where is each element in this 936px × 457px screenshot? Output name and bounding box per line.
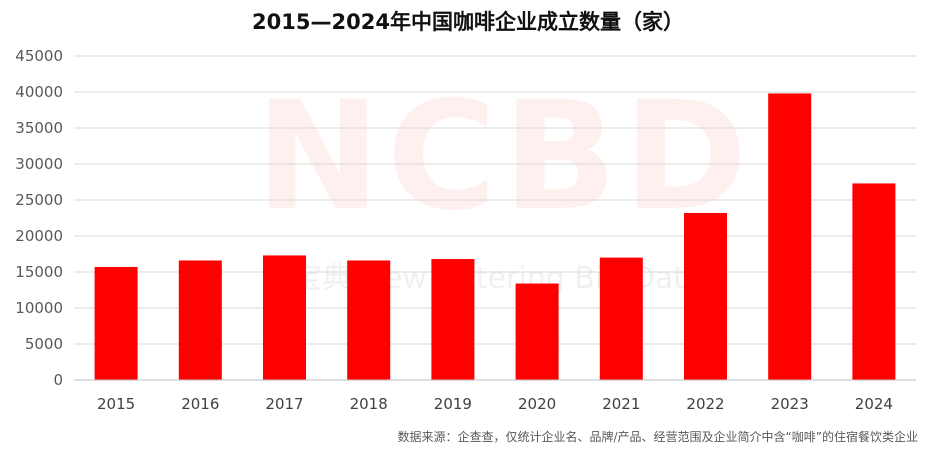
bar: [768, 93, 812, 380]
data-source-footnote: 数据来源：企查查，仅统计企业名、品牌/产品、经营范围及企业简介中含“咖啡”的住宿…: [397, 430, 918, 444]
y-tick-label: 45000: [15, 47, 63, 65]
x-tick-label: 2023: [771, 395, 809, 413]
x-tick-label: 2016: [181, 395, 219, 413]
y-tick-label: 35000: [15, 119, 63, 137]
bar: [515, 283, 559, 380]
y-tick-label: 25000: [15, 191, 63, 209]
x-tick-label: 2018: [350, 395, 388, 413]
bar: [347, 260, 391, 380]
x-tick-label: 2021: [602, 395, 640, 413]
bar: [599, 257, 643, 380]
y-tick-label: 40000: [15, 83, 63, 101]
x-tick-label: 2015: [97, 395, 135, 413]
bar: [178, 260, 222, 380]
x-tick-label: 2022: [686, 395, 724, 413]
bar: [852, 183, 896, 380]
bar: [684, 212, 727, 380]
y-tick-label: 15000: [15, 263, 63, 281]
y-tick-label: 0: [53, 371, 63, 389]
x-tick-label: 2020: [518, 395, 556, 413]
bar: [94, 266, 138, 380]
y-tick-label: 10000: [15, 299, 63, 317]
watermark-logo: NCBD: [255, 70, 754, 244]
bar: [263, 255, 306, 380]
y-tick-label: 5000: [25, 335, 63, 353]
chart-title: 2015—2024年中国咖啡企业成立数量（家）: [252, 10, 684, 34]
bar: [431, 259, 475, 380]
x-tick-label: 2019: [434, 395, 472, 413]
x-tick-label: 2017: [265, 395, 303, 413]
y-tick-label: 30000: [15, 155, 63, 173]
y-tick-label: 20000: [15, 227, 63, 245]
x-tick-label: 2024: [855, 395, 893, 413]
